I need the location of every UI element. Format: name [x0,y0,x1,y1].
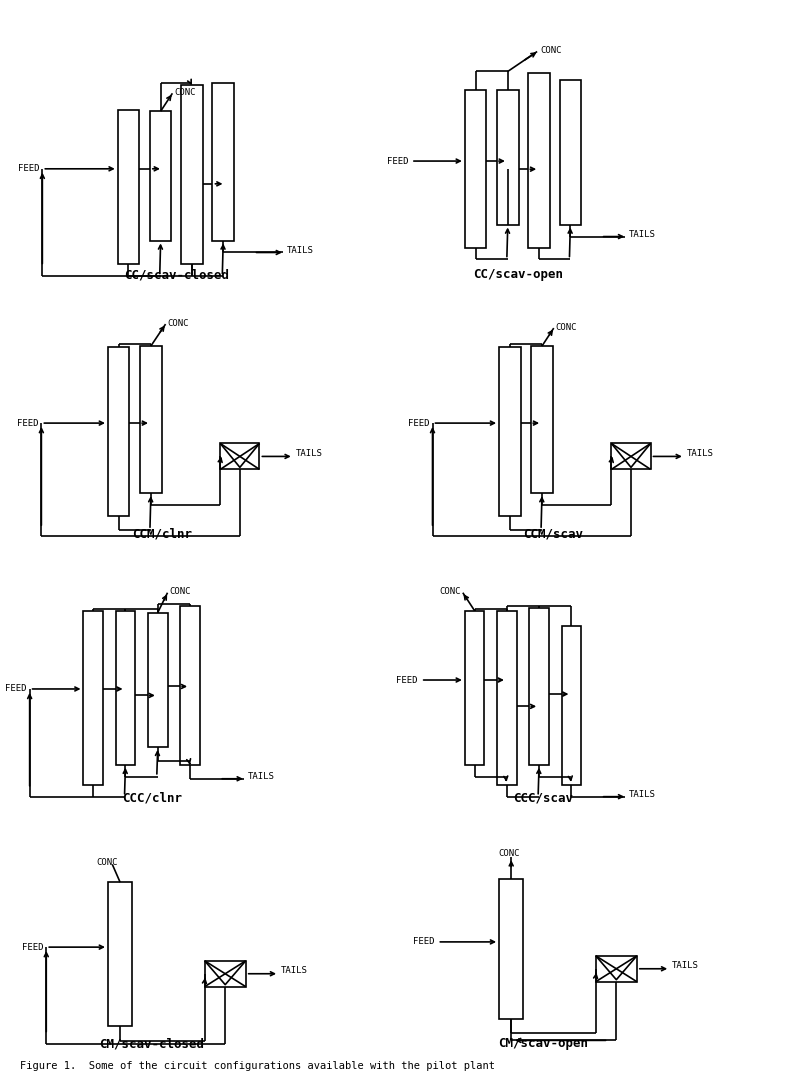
Text: FEED: FEED [18,165,39,173]
Bar [108,882,132,1027]
Text: CM/scav-open: CM/scav-open [498,1037,588,1050]
Bar [205,961,246,987]
Bar [562,625,581,784]
Bar [220,443,259,469]
Bar [528,73,550,247]
Text: CCM/clnr: CCM/clnr [132,528,192,541]
Text: TAILS: TAILS [296,449,322,458]
Bar [499,346,521,516]
Text: CONC: CONC [167,318,189,327]
Text: CONC: CONC [439,587,461,596]
Text: CC/scav-open: CC/scav-open [474,268,563,281]
Text: FEED: FEED [17,419,38,427]
Text: TAILS: TAILS [686,449,714,458]
Text: CM/scav-closed: CM/scav-closed [99,1037,204,1050]
Bar [108,346,130,516]
Text: TAILS: TAILS [287,246,314,255]
Bar [531,346,553,493]
Text: CCC/scav: CCC/scav [513,792,573,805]
Text: CONC: CONC [170,587,191,596]
Bar [213,83,234,241]
Text: TAILS: TAILS [629,790,656,799]
Text: CONC: CONC [498,849,520,858]
Text: CCM/scav: CCM/scav [522,528,582,541]
Text: FEED: FEED [22,943,43,951]
Bar [596,955,637,981]
Text: CONC: CONC [174,88,196,97]
Text: CONC: CONC [556,323,578,331]
Text: TAILS: TAILS [248,773,274,781]
Bar [465,610,484,765]
Text: FEED: FEED [408,419,430,427]
Bar [116,610,135,765]
Bar [497,610,517,784]
Text: TAILS: TAILS [629,230,656,239]
Bar [150,111,171,241]
Bar [140,346,162,493]
Text: FEED: FEED [396,676,418,684]
Bar [497,90,518,225]
Text: CCC/clnr: CCC/clnr [122,792,182,805]
Bar [118,110,139,265]
Text: CC/scav-closed: CC/scav-closed [124,268,229,281]
Bar [560,81,581,225]
Bar [465,90,486,247]
Bar [83,610,103,784]
Text: FEED: FEED [413,937,434,947]
Bar [611,443,650,469]
Text: CONC: CONC [96,858,118,867]
Bar [530,608,549,765]
Bar [182,85,202,265]
Text: Figure 1.  Some of the circuit configurations available with the pilot plant: Figure 1. Some of the circuit configurat… [20,1061,495,1072]
Bar [180,606,200,765]
Text: CONC: CONC [540,46,562,55]
Text: FEED: FEED [386,156,408,166]
Bar [499,879,523,1019]
Text: FEED: FEED [6,684,26,693]
Text: TAILS: TAILS [672,961,699,971]
Bar [148,612,167,747]
Text: TAILS: TAILS [281,966,308,975]
